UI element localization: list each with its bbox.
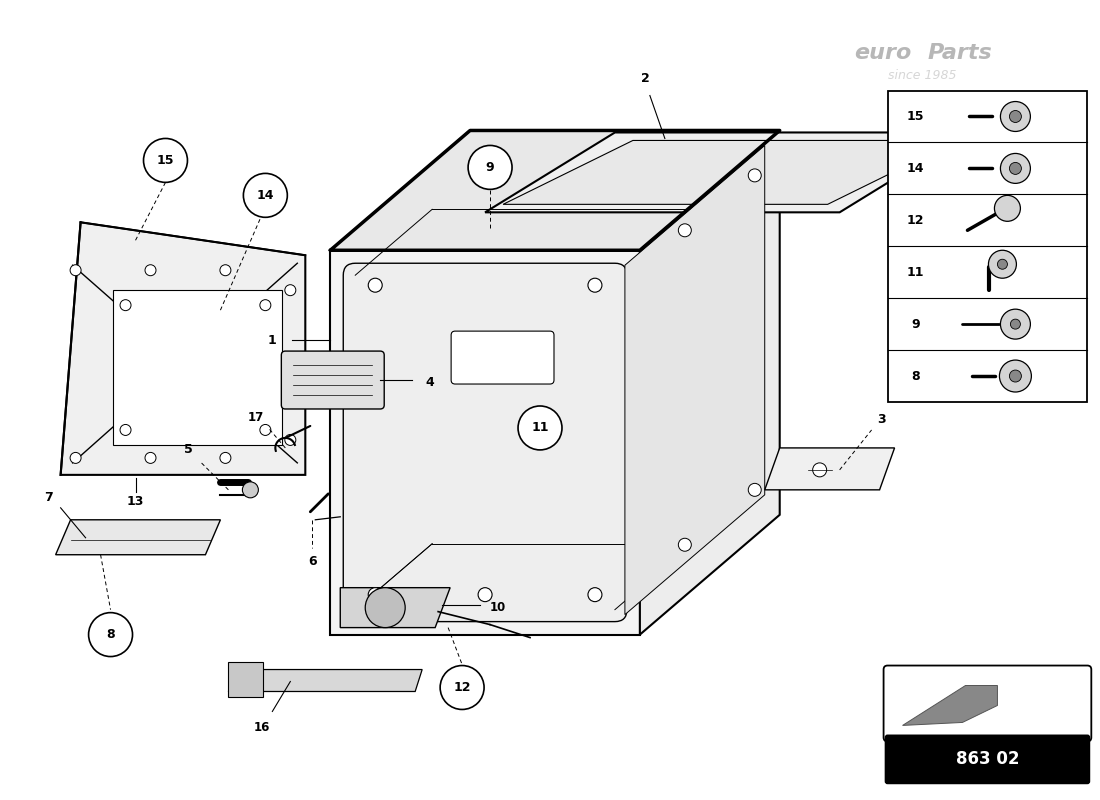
Circle shape: [368, 278, 382, 292]
Polygon shape: [485, 133, 969, 212]
Text: 6: 6: [308, 555, 317, 568]
Text: 9: 9: [911, 318, 920, 330]
Circle shape: [285, 434, 296, 446]
Circle shape: [243, 174, 287, 218]
Circle shape: [1010, 162, 1022, 174]
Text: 12: 12: [906, 214, 924, 227]
Text: 863 02: 863 02: [956, 750, 1020, 768]
Polygon shape: [229, 670, 422, 691]
Polygon shape: [625, 146, 764, 614]
Text: 1: 1: [268, 334, 277, 346]
Text: 15: 15: [156, 154, 174, 167]
Circle shape: [260, 300, 271, 310]
Text: since 1985: since 1985: [888, 69, 956, 82]
Text: 11: 11: [531, 422, 549, 434]
Text: 5: 5: [184, 443, 192, 457]
Circle shape: [994, 195, 1021, 222]
Text: 10: 10: [490, 601, 506, 614]
Circle shape: [989, 250, 1016, 278]
Circle shape: [588, 278, 602, 292]
Text: 12: 12: [453, 681, 471, 694]
Circle shape: [70, 265, 81, 276]
Circle shape: [368, 588, 382, 602]
Circle shape: [748, 483, 761, 496]
Text: 8: 8: [911, 370, 920, 382]
FancyBboxPatch shape: [886, 735, 1089, 783]
Circle shape: [120, 425, 131, 435]
Polygon shape: [60, 222, 306, 475]
Circle shape: [70, 453, 81, 463]
Text: euro: euro: [316, 339, 530, 421]
Circle shape: [120, 300, 131, 310]
Circle shape: [679, 538, 691, 551]
Text: 7: 7: [44, 491, 53, 504]
Circle shape: [220, 265, 231, 276]
Circle shape: [1010, 370, 1022, 382]
FancyBboxPatch shape: [282, 351, 384, 409]
Circle shape: [1000, 309, 1031, 339]
Polygon shape: [903, 686, 998, 726]
FancyBboxPatch shape: [112, 290, 283, 445]
Text: Parts: Parts: [927, 42, 992, 62]
Circle shape: [242, 482, 258, 498]
Text: 3: 3: [878, 414, 886, 426]
Polygon shape: [503, 141, 957, 204]
Circle shape: [679, 224, 691, 237]
Polygon shape: [764, 448, 894, 490]
Polygon shape: [330, 130, 780, 250]
Circle shape: [478, 588, 492, 602]
Circle shape: [365, 588, 405, 628]
Circle shape: [1010, 110, 1022, 122]
Text: 14: 14: [906, 162, 924, 175]
Text: 16: 16: [254, 721, 271, 734]
Circle shape: [748, 169, 761, 182]
Circle shape: [518, 406, 562, 450]
Circle shape: [813, 463, 827, 477]
Circle shape: [260, 425, 271, 435]
Circle shape: [469, 146, 512, 190]
FancyBboxPatch shape: [343, 263, 627, 622]
Polygon shape: [640, 130, 780, 634]
Polygon shape: [330, 250, 640, 634]
Text: Parts: Parts: [530, 339, 772, 421]
Circle shape: [145, 453, 156, 463]
Circle shape: [89, 613, 132, 657]
Circle shape: [440, 666, 484, 710]
Text: 15: 15: [906, 110, 924, 123]
Text: 14: 14: [256, 189, 274, 202]
Circle shape: [145, 265, 156, 276]
FancyBboxPatch shape: [451, 331, 554, 384]
Circle shape: [998, 259, 1008, 270]
Circle shape: [1000, 102, 1031, 131]
Text: 8: 8: [107, 628, 114, 641]
Text: 2: 2: [640, 72, 649, 85]
Circle shape: [143, 138, 187, 182]
Text: 9: 9: [486, 161, 494, 174]
Circle shape: [1011, 319, 1021, 329]
FancyBboxPatch shape: [229, 662, 263, 698]
Circle shape: [285, 285, 296, 296]
Circle shape: [220, 453, 231, 463]
Text: 4: 4: [426, 375, 434, 389]
Text: a passion for Lamborghini since 1985: a passion for Lamborghini since 1985: [407, 438, 693, 453]
Polygon shape: [340, 588, 450, 628]
Circle shape: [1000, 154, 1031, 183]
FancyBboxPatch shape: [888, 90, 1087, 402]
FancyBboxPatch shape: [883, 666, 1091, 742]
Text: 11: 11: [906, 266, 924, 278]
Circle shape: [588, 588, 602, 602]
Text: 17: 17: [248, 411, 264, 425]
Text: 13: 13: [126, 495, 144, 508]
Circle shape: [1000, 360, 1032, 392]
Polygon shape: [56, 520, 220, 554]
Text: euro: euro: [855, 42, 912, 62]
